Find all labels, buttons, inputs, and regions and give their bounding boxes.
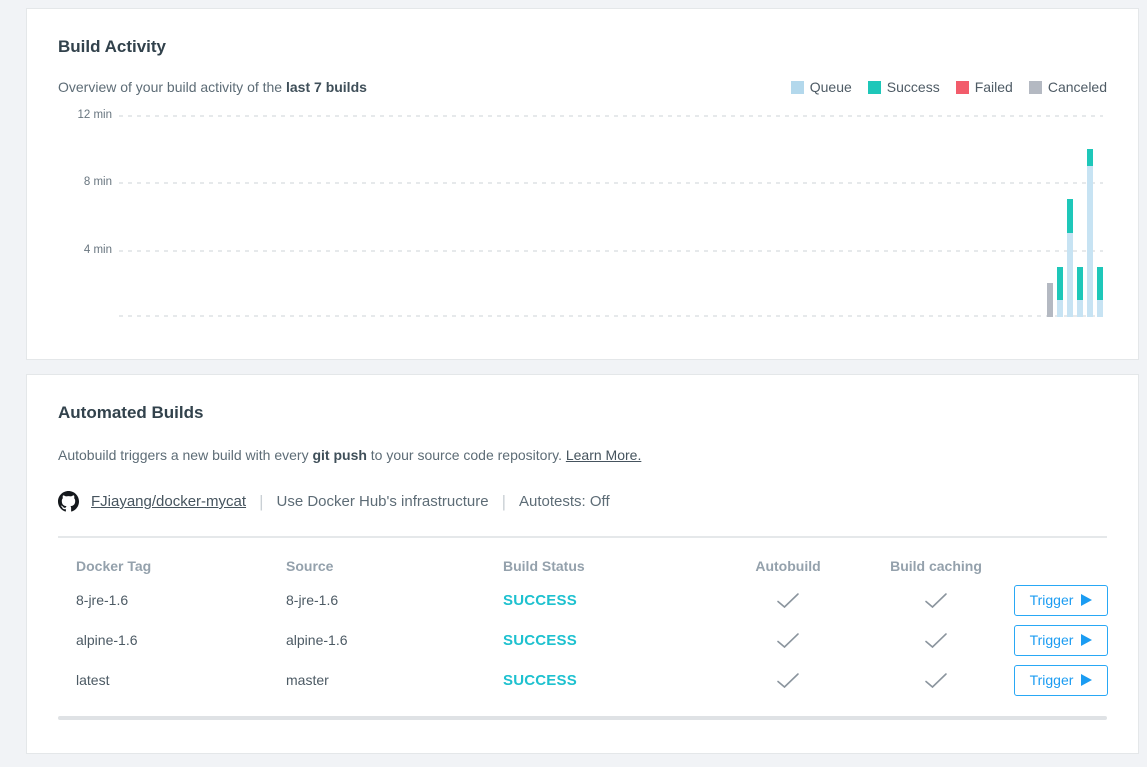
table-top-divider: [58, 536, 1107, 538]
bar-segment-success: [1087, 148, 1093, 166]
autobuild-description: Autobuild triggers a new build with ever…: [58, 447, 1107, 463]
build-activity-card: Build Activity Overview of your build ac…: [26, 8, 1139, 360]
chart-bar-build-3: [1067, 199, 1073, 317]
legend-item-success: Success: [867, 79, 940, 95]
separator: |: [259, 491, 264, 511]
automated-builds-title: Automated Builds: [58, 403, 204, 422]
chart-plot-area: [119, 115, 1103, 317]
trigger-button-label: Trigger: [1029, 632, 1074, 648]
table-row-latest: latest master SUCCESS Trigger: [58, 660, 1108, 700]
chart-y-axis: 12 min 8 min 4 min: [58, 109, 112, 317]
column-header-autobuild: Autobuild: [755, 558, 821, 574]
repo-link[interactable]: FJiayang/docker-mycat: [91, 493, 247, 510]
bar-segment-queue: [1077, 300, 1083, 317]
cell-build-status: SUCCESS: [503, 671, 577, 689]
legend-swatch-success: [867, 80, 881, 94]
build-caching-check-icon: [858, 591, 1014, 609]
cell-build-status: SUCCESS: [503, 591, 577, 609]
column-header-docker-tag: Docker Tag: [76, 558, 152, 574]
chart-bar-build-4: [1077, 266, 1083, 317]
infrastructure-label: Use Docker Hub's infrastructure: [276, 493, 489, 510]
legend-swatch-canceled: [1028, 80, 1042, 94]
desc-text: Autobuild triggers a new build with ever…: [58, 447, 313, 463]
chart-bar-build-2: [1057, 266, 1063, 317]
chart-bar-build-6: [1097, 266, 1103, 317]
play-icon: [1081, 674, 1093, 686]
table-row-8-jre-1.6: 8-jre-1.6 8-jre-1.6 SUCCESS Trigger: [58, 580, 1108, 620]
column-header-source: Source: [286, 558, 334, 574]
gridline-4min: [119, 249, 1103, 252]
legend-label: Canceled: [1047, 79, 1107, 95]
bar-segment-success: [1097, 266, 1103, 301]
gridline-12min: [119, 115, 1103, 117]
github-icon: [58, 491, 79, 512]
cell-build-status: SUCCESS: [503, 631, 577, 649]
gridline-8min: [119, 182, 1103, 185]
bar-segment-canceled: [1047, 283, 1053, 317]
build-activity-subtitle: Overview of your build activity of the l…: [58, 79, 367, 95]
legend-label: Queue: [809, 79, 852, 95]
table-row-alpine-1.6: alpine-1.6 alpine-1.6 SUCCESS Trigger: [58, 620, 1108, 660]
column-header-build-status: Build Status: [503, 558, 585, 574]
legend-swatch-failed: [955, 80, 969, 94]
autobuild-check-icon: [718, 631, 858, 649]
y-tick-label: 8 min: [83, 176, 112, 189]
trigger-button[interactable]: Trigger: [1014, 624, 1108, 656]
gridline-baseline: [119, 315, 1103, 317]
legend-item-queue: Queue: [790, 79, 852, 95]
bar-segment-queue: [1097, 300, 1103, 317]
legend-item-canceled: Canceled: [1028, 79, 1107, 95]
bar-segment-queue: [1067, 232, 1073, 317]
builds-table-body: 8-jre-1.6 8-jre-1.6 SUCCESS Trigger alpine-1…: [58, 580, 1108, 700]
trigger-button[interactable]: Trigger: [1014, 584, 1108, 616]
chart-bar-build-1: [1047, 283, 1053, 317]
bar-segment-queue: [1057, 300, 1063, 317]
legend-item-failed: Failed: [955, 79, 1013, 95]
separator: |: [501, 491, 507, 511]
repo-info-row: FJiayang/docker-mycat | Use Docker Hub's…: [58, 491, 1107, 512]
cell-source: alpine-1.6: [286, 632, 348, 648]
cell-docker-tag: alpine-1.6: [76, 632, 138, 648]
cell-source: 8-jre-1.6: [286, 592, 339, 608]
learn-more-link[interactable]: Learn More.: [565, 447, 642, 463]
autobuild-check-icon: [718, 671, 858, 689]
desc-suffix-text: to your source code repository.: [366, 447, 566, 463]
cell-docker-tag: 8-jre-1.6: [76, 592, 129, 608]
trigger-button-label: Trigger: [1029, 592, 1074, 608]
subtitle-text: Overview of your build activity of the: [58, 79, 286, 95]
chart-bars: [1047, 148, 1103, 317]
legend-swatch-queue: [790, 80, 804, 94]
bar-segment-queue: [1087, 165, 1093, 317]
legend-label: Failed: [974, 79, 1013, 95]
cell-docker-tag: latest: [76, 672, 110, 688]
autobuild-check-icon: [718, 591, 858, 609]
bar-segment-success: [1067, 199, 1073, 233]
build-activity-chart: 12 min 8 min 4 min: [58, 109, 1107, 317]
horizontal-scrollbar[interactable]: [58, 716, 1107, 720]
bar-segment-success: [1057, 266, 1063, 301]
builds-table-header: Docker Tag Source Build Status Autobuild Bui…: [58, 558, 1107, 574]
desc-bold-text: git push: [312, 447, 367, 463]
build-activity-subtitle-row: Overview of your build activity of the l…: [58, 79, 1107, 95]
y-tick-label: 12 min: [77, 109, 112, 121]
chart-legend: Queue Success Failed Canceled: [790, 79, 1107, 95]
column-header-build-caching: Build caching: [890, 558, 982, 574]
trigger-button[interactable]: Trigger: [1014, 664, 1108, 696]
play-icon: [1081, 634, 1093, 646]
trigger-button-label: Trigger: [1029, 672, 1074, 688]
build-caching-check-icon: [858, 631, 1014, 649]
legend-label: Success: [886, 79, 940, 95]
chart-bar-build-5: [1087, 148, 1093, 317]
build-activity-title: Build Activity: [58, 37, 166, 56]
automated-builds-card: Automated Builds Autobuild triggers a ne…: [26, 374, 1139, 754]
autotests-label: Autotests: Off: [519, 493, 610, 510]
play-icon: [1081, 594, 1093, 606]
bar-segment-success: [1077, 266, 1083, 301]
subtitle-bold-text: last 7 builds: [286, 79, 367, 95]
y-tick-label: 4 min: [83, 243, 112, 256]
cell-source: master: [286, 672, 329, 688]
build-caching-check-icon: [858, 671, 1014, 689]
